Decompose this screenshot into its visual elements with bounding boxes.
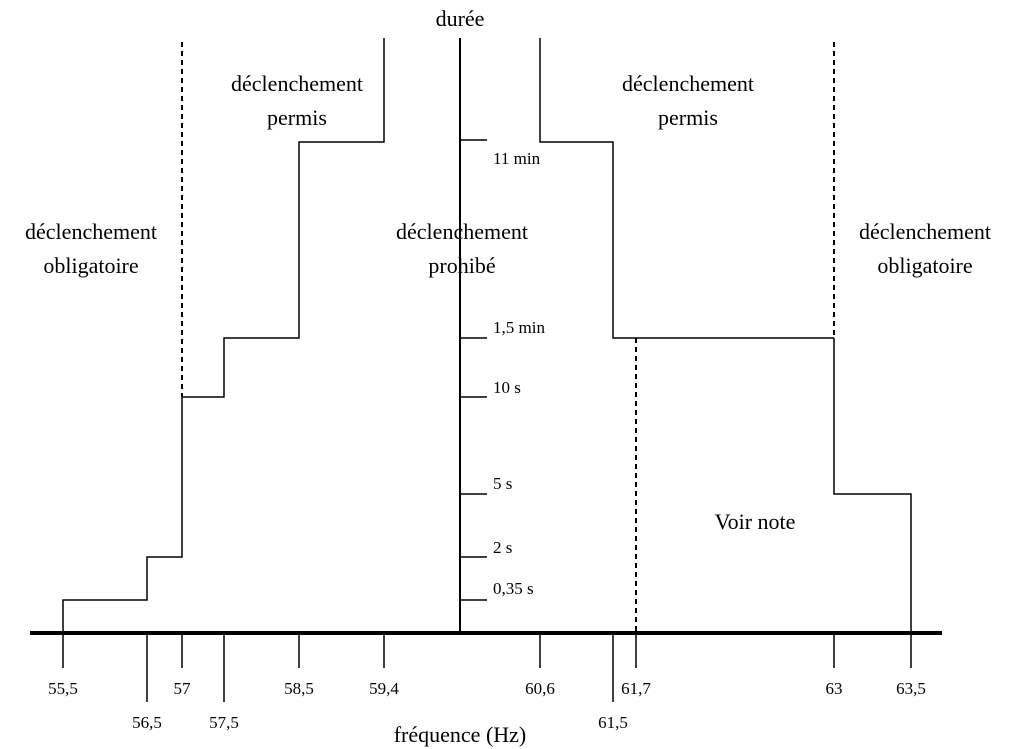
prohibited-label-line1: déclenchement: [396, 219, 528, 244]
frequency-label-56-5: 56,5: [132, 713, 162, 732]
frequency-label-55-5: 55,5: [48, 679, 78, 698]
frequency-label-58-5: 58,5: [284, 679, 314, 698]
duration-label-2s: 2 s: [493, 538, 512, 557]
right-mandatory-label-line1: déclenchement: [859, 219, 991, 244]
duration-label-1-5min: 1,5 min: [493, 318, 545, 337]
duration-ticks: [460, 139, 487, 601]
frequency-label-57: 57: [174, 679, 192, 698]
frequency-ticks: [62, 633, 912, 702]
frequency-label-60-6: 60,6: [525, 679, 555, 698]
duration-label-10s: 10 s: [493, 378, 521, 397]
frequency-label-63-5: 63,5: [896, 679, 926, 698]
right-overfrequency-step: [833, 338, 912, 633]
duration-label-11min: 11 min: [493, 149, 541, 168]
duration-label-0-35s: 0,35 s: [493, 579, 534, 598]
right-permitted-label-line2: permis: [658, 105, 718, 130]
left-mandatory-label-line2: obligatoire: [43, 253, 138, 278]
frequency-axis-title: fréquence (Hz): [394, 722, 527, 747]
see-note-label: Voir note: [715, 509, 796, 534]
frequency-label-61-5: 61,5: [598, 713, 628, 732]
right-mandatory-label-line2: obligatoire: [877, 253, 972, 278]
left-permitted-label-line1: déclenchement: [231, 71, 363, 96]
frequency-label-59-4: 59,4: [369, 679, 399, 698]
left-underfrequency-boundary: [62, 38, 385, 633]
prohibited-label-line2: prohibé: [428, 253, 495, 278]
right-overfrequency-boundary: [539, 38, 834, 339]
duration-label-5s: 5 s: [493, 474, 512, 493]
left-permitted-label-line2: permis: [267, 105, 327, 130]
duration-axis-title: durée: [436, 6, 485, 31]
left-mandatory-label-line1: déclenchement: [25, 219, 157, 244]
frequency-label-61-7: 61,7: [621, 679, 651, 698]
frequency-label-63: 63: [826, 679, 843, 698]
frequency-label-57-5: 57,5: [209, 713, 239, 732]
right-permitted-label-line1: déclenchement: [622, 71, 754, 96]
